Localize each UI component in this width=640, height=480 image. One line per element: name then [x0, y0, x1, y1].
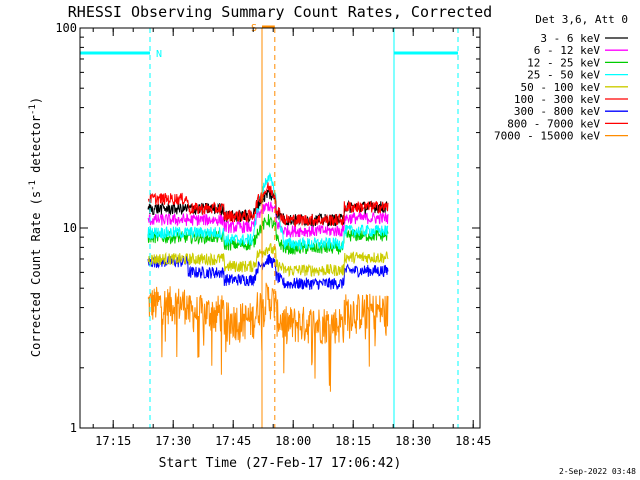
- series-line-6: [147, 253, 389, 290]
- x-tick-label-3: 18:00: [275, 434, 311, 448]
- y-axis-label: Corrected Count Rate (s-1 detector-1): [28, 97, 43, 357]
- legend-header: Det 3,6, Att 0: [535, 13, 628, 26]
- x-tick-label-0: 17:15: [95, 434, 131, 448]
- plot-area: NS: [80, 23, 459, 428]
- annotation-layer: NS: [80, 23, 459, 428]
- legend-label-1: 6 - 12 keV: [534, 44, 601, 57]
- legend-label-3: 25 - 50 keV: [527, 69, 600, 82]
- legend-label-2: 12 - 25 keV: [527, 56, 600, 69]
- x-axis-label: Start Time (27-Feb-17 17:06:42): [159, 456, 402, 471]
- axes-layer: 1 10 100 17:15 17:30 17:45 18:00 18:15 18:30 18:4…: [55, 21, 491, 448]
- series-line-3: [147, 172, 389, 251]
- date-stamp: 2-Sep-2022 03:48: [559, 467, 636, 476]
- x-tick-label-4: 18:15: [335, 434, 371, 448]
- legend-label-8: 7000 - 15000 keV: [494, 130, 600, 143]
- series-line-1: [147, 201, 389, 239]
- x-tick-label-5: 18:30: [395, 434, 431, 448]
- legend-label-5: 100 - 300 keV: [514, 93, 600, 106]
- series-line-0: [147, 189, 389, 228]
- night-label: N: [156, 49, 162, 60]
- series-line-8: [147, 282, 389, 392]
- chart-title: RHESSI Observing Summary Count Rates, Co…: [68, 3, 492, 21]
- x-tick-label-6: 18:45: [455, 434, 491, 448]
- legend-label-6: 300 - 800 keV: [514, 105, 600, 118]
- y-tick-label-0: 1: [70, 421, 77, 435]
- legend-label-7: 800 - 7000 keV: [507, 117, 600, 130]
- legend-label-0: 3 - 6 keV: [540, 32, 600, 45]
- series-layer: [147, 172, 389, 392]
- x-tick-label-2: 17:45: [215, 434, 251, 448]
- series-line-5: [147, 182, 389, 227]
- series-line-4: [147, 243, 389, 278]
- x-tick-label-1: 17:30: [155, 434, 191, 448]
- legend-label-4: 50 - 100 keV: [521, 81, 601, 94]
- y-tick-label-2: 100: [55, 21, 77, 35]
- y-tick-label-1: 10: [63, 221, 77, 235]
